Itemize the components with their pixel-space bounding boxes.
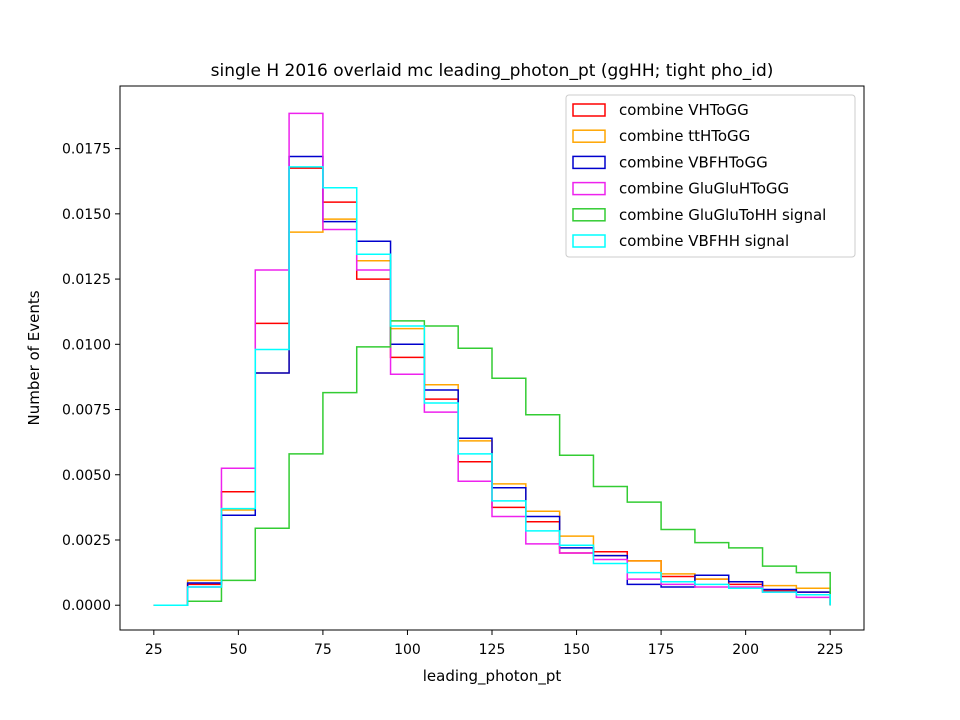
legend-swatch: [572, 208, 606, 222]
y-tick-label: 0.0025: [62, 533, 111, 549]
legend-items: combine VHToGG combine ttHToGG combine VBF…: [572, 101, 826, 250]
x-tick-label: 25: [145, 642, 163, 658]
y-tick-label: 0.0100: [62, 337, 111, 353]
y-tick-label: 0.0075: [62, 403, 111, 419]
y-tick-label: 0.0150: [62, 207, 111, 223]
legend-label: combine VBFHH signal: [619, 232, 789, 250]
x-tick-label: 75: [314, 642, 332, 658]
legend-label: combine GluGluToHH signal: [619, 206, 826, 224]
legend-label: combine GluGluHToGG: [619, 180, 789, 198]
legend-swatch: [572, 129, 606, 143]
x-tick-label: 200: [732, 642, 759, 658]
y-tick-label: 0.0175: [62, 142, 111, 158]
x-tick-label: 225: [817, 642, 844, 658]
legend-label: combine VHToGG: [619, 101, 749, 119]
chart-title: single H 2016 overlaid mc leading_photon…: [211, 61, 774, 81]
legend-swatch: [572, 181, 606, 196]
series-line-5: [153, 320, 831, 606]
legend: combine VHToGG combine ttHToGG combine VBF…: [565, 94, 856, 258]
legend-swatch: [572, 234, 606, 248]
legend-label: combine VBFHToGG: [619, 153, 768, 171]
x-tick-label: 125: [479, 642, 506, 658]
x-tick-label: 50: [229, 642, 247, 658]
plot-series: [153, 112, 831, 606]
series-line-6: [153, 166, 831, 606]
y-tick-label: 0.0125: [62, 272, 111, 288]
x-tick-label: 175: [648, 642, 675, 658]
y-tick-label: 0.0000: [62, 598, 111, 614]
x-axis: 25 50 75 100 125 150 175 200 225: [145, 630, 844, 658]
x-tick-label: 100: [394, 642, 421, 658]
legend-box: [565, 94, 856, 258]
y-tick-label: 0.0050: [62, 468, 111, 484]
legend-swatch: [572, 155, 606, 170]
x-tick-label: 150: [563, 642, 590, 658]
y-axis: 0.0000 0.0025 0.0050 0.0075 0.0100 0.0125 0.01…: [62, 142, 120, 614]
y-axis-label: Number of Events: [25, 290, 43, 425]
x-axis-label: leading_photon_pt: [423, 667, 562, 686]
legend-swatch: [572, 103, 606, 117]
legend-label: combine ttHToGG: [619, 127, 750, 145]
